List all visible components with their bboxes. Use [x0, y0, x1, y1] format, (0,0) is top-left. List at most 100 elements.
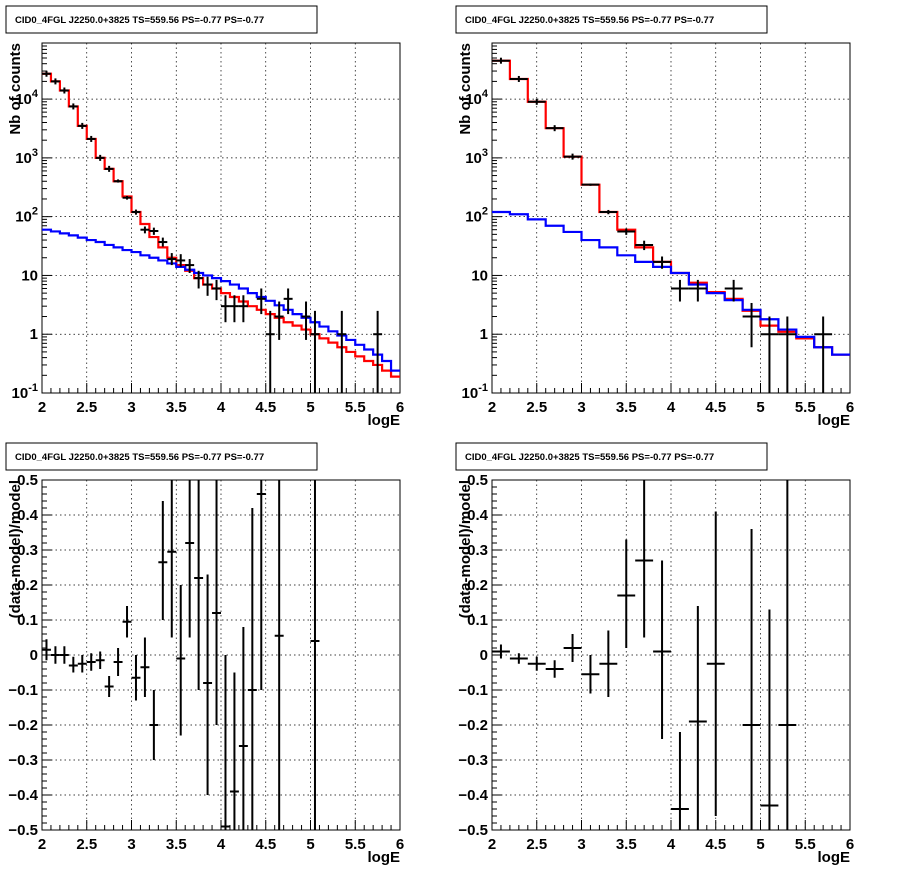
y-tick-label: 0	[30, 647, 38, 664]
data-point	[104, 676, 114, 697]
x-tick-label: 4.5	[255, 399, 276, 416]
x-tick-label: 3	[127, 399, 135, 416]
y-tick-label: −0.4	[8, 787, 38, 804]
y-tick-label: 103	[15, 147, 38, 167]
histogram-total-model	[42, 72, 400, 378]
data-point	[167, 480, 177, 638]
x-tick-label: 2.5	[526, 836, 547, 853]
plot-title: CID0_4FGL J2250.0+3825 TS=559.56 PS=-0.7…	[15, 452, 264, 463]
data-point	[50, 646, 60, 664]
y-tick-label: −0.4	[458, 787, 488, 804]
y-tick-label: 0.3	[467, 542, 488, 559]
data-point	[95, 154, 105, 161]
x-tick-label: 5	[756, 399, 764, 416]
x-tick-label: 5.5	[795, 836, 816, 853]
y-tick-label: −0.1	[8, 682, 38, 699]
y-tick-label: −0.5	[8, 822, 38, 839]
x-tick-label: 6	[396, 836, 404, 853]
histogram-total-model	[492, 59, 850, 356]
data-point	[229, 295, 239, 323]
data-point	[256, 288, 266, 315]
y-tick-label: 102	[15, 206, 38, 226]
x-tick-label: 3.5	[616, 399, 637, 416]
x-tick-label: 2	[488, 836, 496, 853]
data-point	[527, 656, 546, 671]
data-point	[617, 228, 636, 235]
x-tick-label: 3	[577, 836, 585, 853]
plot-title: CID0_4FGL J2250.0+3825 TS=559.56 PS=-0.7…	[15, 15, 264, 26]
y-tick-label: 10-1	[12, 382, 38, 402]
y-tick-label: 102	[465, 206, 488, 226]
data-point	[59, 87, 69, 94]
data-point	[563, 634, 582, 662]
data-point	[492, 57, 510, 64]
title-box	[455, 442, 768, 471]
data-point	[185, 259, 195, 274]
data-point	[238, 295, 248, 323]
x-tick-label: 2.5	[76, 399, 97, 416]
data-point	[778, 480, 797, 830]
y-tick-label: 1	[30, 326, 38, 343]
data-point	[301, 301, 311, 340]
x-tick-label: 3.5	[616, 836, 637, 853]
y-tick-label: 104	[15, 88, 39, 108]
y-tick-label: 0.1	[467, 612, 488, 629]
data-point	[760, 609, 779, 830]
data-point	[545, 125, 564, 132]
x-axis-title: logE	[818, 849, 851, 866]
data-point	[158, 501, 168, 620]
title-box	[5, 5, 318, 34]
pad-bottom-left-residuals: 2 2.5 3 3.5 4 4.5 5 5.5 6 −0.5 −0.4 −0.3 −0.2 −0.1 0 0.…	[5, 442, 404, 866]
data-point	[635, 480, 654, 638]
y-tick-label: 0.5	[17, 472, 38, 489]
x-axis-title: logE	[818, 412, 851, 429]
data-point	[653, 256, 671, 269]
x-tick-label: 4	[217, 836, 226, 853]
data-point	[212, 480, 221, 725]
data-point	[247, 508, 257, 830]
data-point	[185, 480, 195, 638]
data-point	[77, 122, 87, 129]
x-tick-label: 3.5	[166, 399, 187, 416]
x-tick-label: 3	[127, 836, 135, 853]
data-point	[509, 653, 528, 664]
data-point	[59, 646, 69, 664]
data-point	[742, 529, 761, 830]
x-axis-title: logE	[368, 849, 401, 866]
x-tick-label: 2.5	[76, 836, 97, 853]
y-axis-title: Nb of counts	[7, 43, 24, 135]
data-point	[104, 165, 114, 172]
data-point	[581, 655, 600, 694]
data-point	[492, 644, 510, 659]
y-tick-label: 103	[465, 147, 488, 167]
data-point	[337, 310, 347, 393]
data-point	[149, 227, 159, 235]
title-box	[455, 5, 768, 34]
data-point	[77, 655, 87, 673]
y-tick-label: −0.2	[8, 717, 38, 734]
data-point	[310, 480, 320, 830]
y-axis-title: (data-model)/model	[7, 480, 24, 618]
data-point	[149, 690, 159, 760]
data-point	[95, 651, 105, 669]
data-point	[86, 653, 96, 671]
y-tick-label: 0.2	[17, 577, 38, 594]
data-point	[131, 655, 141, 701]
data-point	[167, 253, 177, 266]
data-point	[42, 70, 51, 77]
data-point	[563, 153, 582, 160]
data-point	[274, 301, 284, 340]
x-axis-title: logE	[368, 412, 401, 429]
data-point	[203, 574, 213, 795]
data-point	[688, 279, 707, 302]
y-axis-title: Nb of counts	[457, 43, 474, 135]
data-point	[814, 316, 833, 393]
data-point	[221, 655, 230, 830]
data-point	[310, 310, 320, 393]
data-point	[42, 639, 51, 661]
data-point	[238, 627, 248, 830]
x-tick-label: 4.5	[705, 836, 726, 853]
x-tick-label: 5	[756, 836, 764, 853]
x-tick-label: 4	[217, 399, 226, 416]
y-tick-label: −0.2	[458, 717, 488, 734]
